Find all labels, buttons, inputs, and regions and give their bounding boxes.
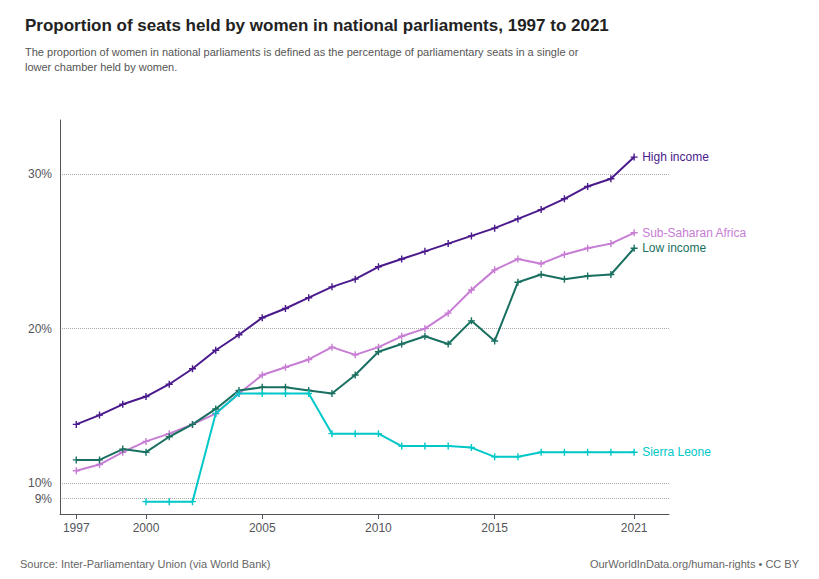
- svg-text:Sierra Leone: Sierra Leone: [642, 445, 711, 459]
- svg-text:OurWorldInData.org/human-right: OurWorldInData.org/human-rights • CC BY: [590, 558, 800, 570]
- svg-text:Sub-Saharan Africa: Sub-Saharan Africa: [642, 226, 746, 240]
- svg-text:High income: High income: [642, 150, 709, 164]
- svg-text:Low income: Low income: [642, 241, 706, 255]
- svg-text:1997: 1997: [63, 521, 90, 535]
- svg-text:The proportion of women in nat: The proportion of women in national parl…: [25, 46, 579, 58]
- svg-text:30%: 30%: [28, 167, 52, 181]
- svg-text:lower chamber held by women.: lower chamber held by women.: [25, 61, 177, 73]
- svg-text:20%: 20%: [28, 322, 52, 336]
- svg-text:2021: 2021: [621, 521, 648, 535]
- svg-text:9%: 9%: [35, 492, 53, 506]
- svg-text:2010: 2010: [365, 521, 392, 535]
- svg-text:2015: 2015: [481, 521, 508, 535]
- svg-text:Source: Inter-Parliamentary Un: Source: Inter-Parliamentary Union (via W…: [20, 558, 270, 570]
- svg-text:2000: 2000: [133, 521, 160, 535]
- svg-text:Proportion of seats held by wo: Proportion of seats held by women in nat…: [25, 16, 609, 35]
- svg-text:2005: 2005: [249, 521, 276, 535]
- svg-text:10%: 10%: [28, 476, 52, 490]
